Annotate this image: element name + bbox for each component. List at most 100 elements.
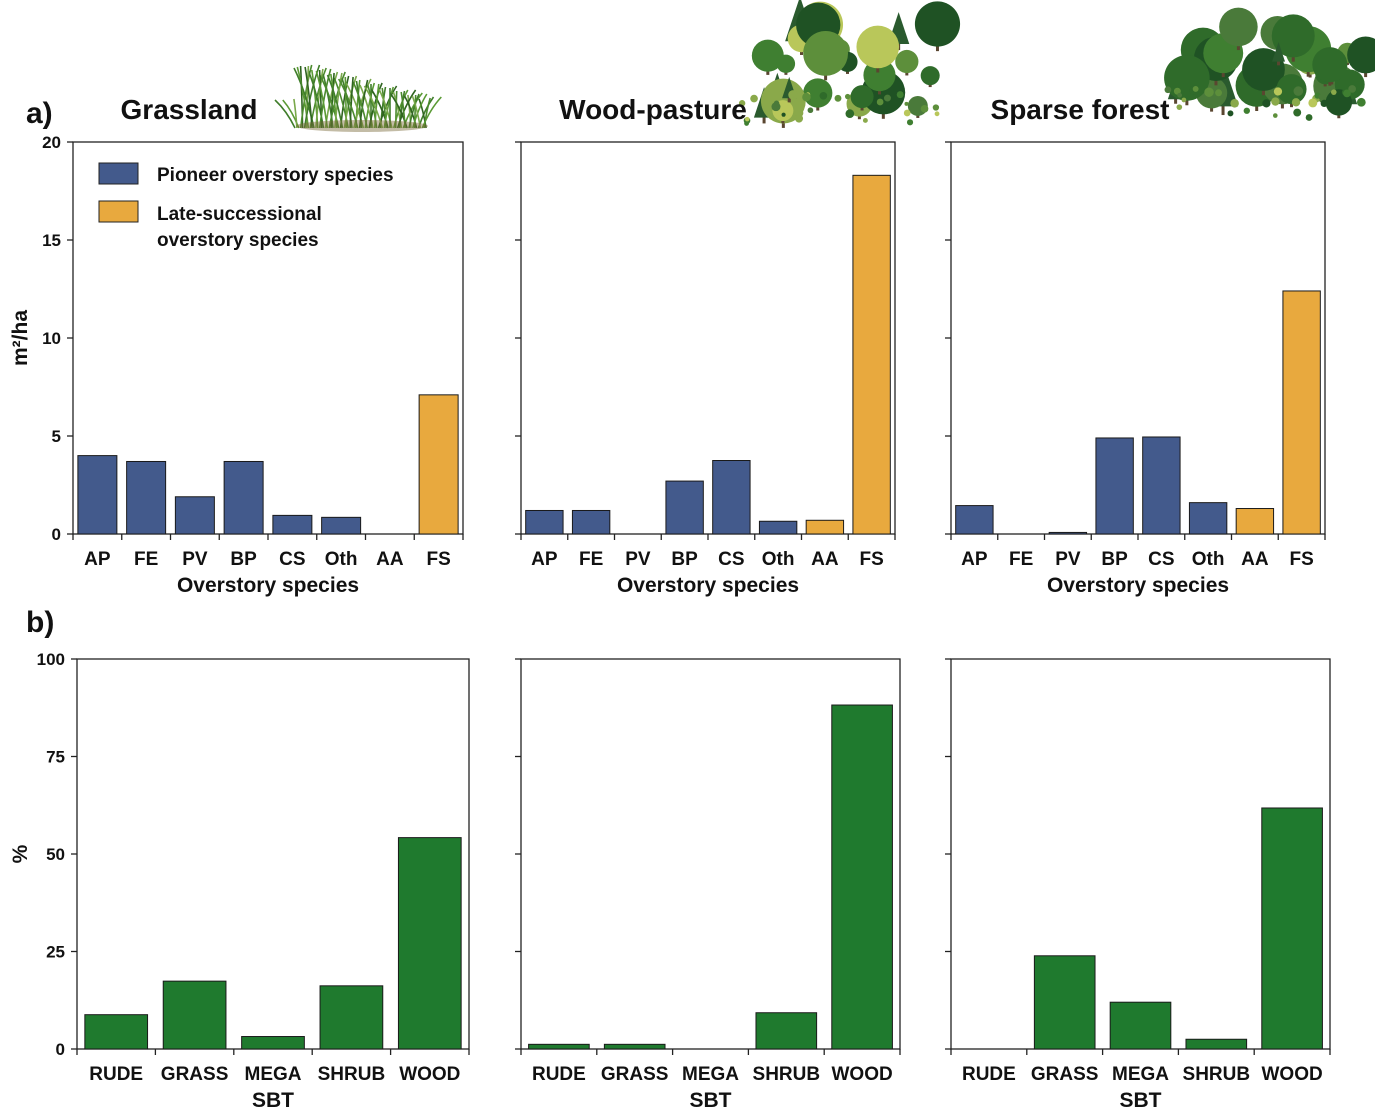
x-tick-label: FE — [1009, 549, 1033, 570]
legend-swatch-late — [98, 200, 139, 223]
y-tick-label: 100 — [37, 650, 65, 669]
bar-bp — [223, 460, 264, 535]
plot-frame — [950, 141, 1326, 535]
chart-b-3: RUDE GRASS MEGA SHRUB WOOD SBT — [945, 658, 1331, 1110]
legend-label-late-line1: Late-successional — [157, 204, 322, 225]
bar-pv — [1048, 531, 1088, 535]
bar-mega — [241, 1036, 305, 1050]
bar-fs — [418, 394, 459, 535]
bar-bp — [665, 480, 704, 535]
x-tick-label: FS — [859, 549, 883, 570]
x-tick-label: RUDE — [962, 1064, 1016, 1085]
x-tick-label: RUDE — [89, 1064, 143, 1085]
x-tick-label: AA — [811, 549, 839, 570]
bar-ap — [77, 455, 118, 535]
y-tick-label: 0 — [52, 525, 61, 544]
x-tick-label: WOOD — [831, 1064, 892, 1085]
bar-ap — [955, 505, 994, 535]
x-tick-label: CS — [1148, 549, 1174, 570]
bar-oth — [321, 516, 362, 535]
column-title: Wood-pasture — [559, 94, 747, 125]
bar-cs — [712, 460, 751, 535]
legend-label-pioneer: Pioneer overstory species — [157, 165, 394, 186]
y-axis-title: % — [9, 844, 32, 863]
x-tick-label: GRASS — [601, 1064, 669, 1085]
x-tick-label: MEGA — [682, 1064, 739, 1085]
y-tick-label: 25 — [46, 943, 65, 962]
x-tick-label: GRASS — [161, 1064, 229, 1085]
x-tick-label: SHRUB — [318, 1064, 386, 1085]
x-tick-label: BP — [1101, 549, 1128, 570]
x-tick-label: WOOD — [399, 1064, 460, 1085]
y-tick-label: 50 — [46, 845, 65, 864]
x-tick-label: Oth — [1192, 549, 1225, 570]
y-tick-label: 0 — [56, 1040, 65, 1059]
chart-b-2: RUDE GRASS MEGA SHRUB WOOD SBT — [515, 658, 901, 1110]
tree-cluster-illustration — [738, 0, 961, 128]
x-axis-title: SBT — [252, 1089, 294, 1110]
bar-grass — [162, 980, 227, 1050]
x-tick-label: MEGA — [245, 1064, 302, 1085]
x-tick-label: BP — [671, 549, 698, 570]
legend-swatch-pioneer — [98, 162, 139, 185]
x-tick-label: BP — [230, 549, 257, 570]
x-tick-label: AP — [531, 549, 558, 570]
x-tick-label: PV — [182, 549, 208, 570]
bar-rude — [84, 1014, 149, 1050]
x-tick-label: AP — [961, 549, 988, 570]
y-tick-label: 20 — [42, 133, 61, 152]
x-tick-label: CS — [718, 549, 744, 570]
y-tick-label: 75 — [46, 748, 65, 767]
x-axis-title: SBT — [1120, 1089, 1162, 1110]
x-tick-label: FE — [134, 549, 158, 570]
bar-cs — [272, 514, 313, 535]
bar-shrub — [319, 985, 384, 1050]
chart-b-1: 0 25 50 75 100 RUDE GRASS MEGA SHRUB WOOD SBT% — [9, 650, 470, 1110]
grass-illustration — [274, 64, 442, 132]
x-tick-label: FS — [1289, 549, 1313, 570]
x-tick-label: RUDE — [532, 1064, 586, 1085]
bar-grass — [603, 1043, 666, 1050]
bar-aa — [1235, 508, 1275, 535]
bar-pv — [174, 496, 215, 535]
bar-fs — [852, 174, 891, 535]
bar-aa — [805, 519, 845, 535]
bar-shrub — [1185, 1038, 1248, 1050]
bar-oth — [1188, 502, 1228, 535]
x-tick-label: SHRUB — [1183, 1064, 1251, 1085]
bar-mega — [1109, 1001, 1172, 1050]
column-title: Sparse forest — [991, 94, 1170, 125]
chart-grid: 0 5 10 15 20 AP FE PV BP CS Oth AA FS Overstory speci… — [9, 94, 1331, 1110]
bar-fs — [1282, 290, 1321, 535]
bar-bp — [1095, 437, 1134, 535]
x-tick-label: FS — [426, 549, 450, 570]
bar-fe — [571, 509, 611, 535]
x-axis-title: Overstory species — [617, 574, 799, 597]
bar-wood — [1261, 807, 1323, 1050]
x-tick-label: GRASS — [1031, 1064, 1099, 1085]
bar-wood — [831, 704, 893, 1050]
panel-label-a: a) — [26, 97, 53, 130]
x-tick-label: Oth — [325, 549, 358, 570]
bar-grass — [1033, 955, 1096, 1050]
x-tick-label: AP — [84, 549, 111, 570]
x-tick-label: FE — [579, 549, 603, 570]
tree-cluster-illustration — [1164, 7, 1375, 121]
bar-rude — [528, 1043, 590, 1050]
x-tick-label: PV — [625, 549, 651, 570]
plot-frame — [520, 141, 896, 535]
x-axis-title: SBT — [690, 1089, 732, 1110]
column-title: Grassland — [121, 94, 258, 125]
chart-a-1: 0 5 10 15 20 AP FE PV BP CS Oth AA FS Overstory speci… — [9, 94, 464, 597]
x-tick-label: SHRUB — [753, 1064, 821, 1085]
bar-shrub — [755, 1012, 818, 1050]
bar-cs — [1142, 436, 1181, 535]
x-tick-label: Oth — [762, 549, 795, 570]
x-tick-label: MEGA — [1112, 1064, 1169, 1085]
bar-ap — [525, 509, 564, 535]
y-axis-title: m²/ha — [9, 310, 32, 366]
y-tick-label: 15 — [42, 231, 61, 250]
x-tick-label: CS — [279, 549, 305, 570]
y-tick-label: 10 — [42, 329, 61, 348]
